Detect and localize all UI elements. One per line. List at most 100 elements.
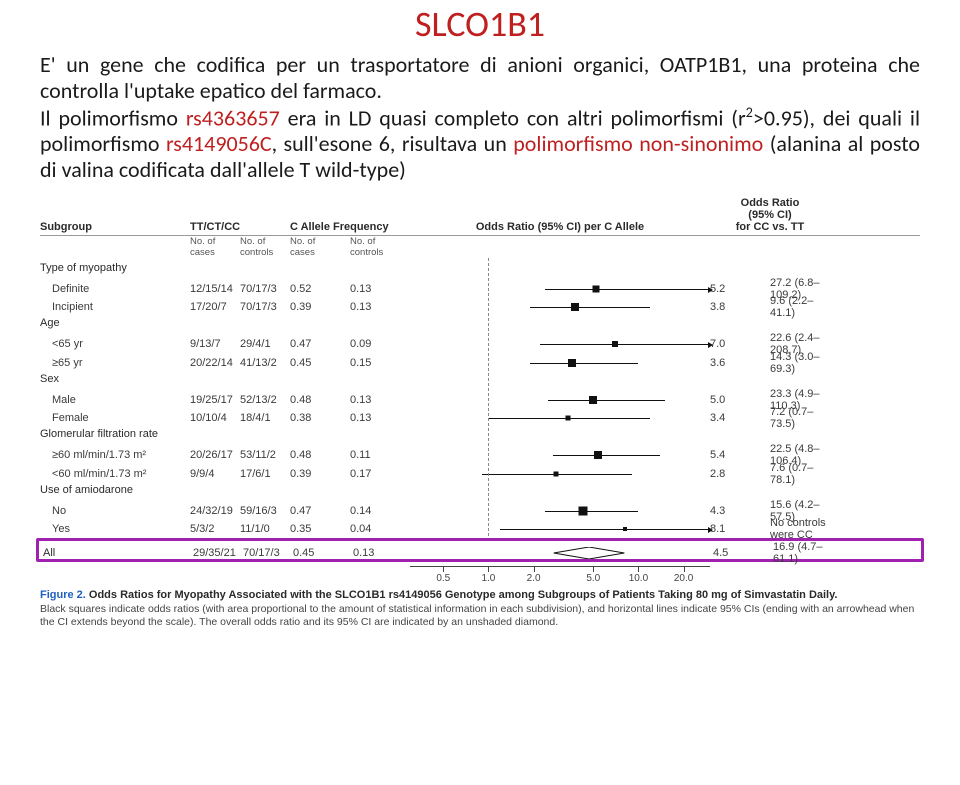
table-row: Female10/10/418/4/10.380.133.47.2 (0.7–7… [40,406,920,425]
cell: 0.17 [350,468,410,480]
forest-plot-cell [410,502,710,521]
sub-cases-1: No. of cases [190,236,240,258]
cell: <65 yr [40,338,190,350]
cell: 0.48 [290,394,350,406]
table-row: Definite12/15/1470/17/30.520.135.227.2 (… [40,277,920,296]
or-value: 5.0 [710,394,770,406]
figure-caption: Figure 2. Odds Ratios for Myopathy Assoc… [40,589,920,629]
sub-cases-2: No. of cases [290,236,350,258]
cell: 0.14 [350,505,410,517]
cell: 0.52 [290,283,350,295]
group-header-row: Type of myopathy [40,258,920,277]
or-value: 8.1 [710,523,770,535]
hdr-ttctcc: TT/CT/CC [190,221,290,233]
or-value: 7.0 [710,338,770,350]
cell: 70/17/3 [243,547,293,559]
p2f: , sull'esone 6, risultava un [272,130,514,157]
ref-line [488,258,489,536]
group-label: Sex [40,373,190,385]
xaxis-row: 0.51.02.05.010.020.0 [40,564,920,583]
hdr-cfreq: C Allele Frequency [290,221,410,233]
cell: 20/26/17 [190,449,240,461]
hdr-or-per-c: Odds Ratio (95% CI) per C Allele [410,221,710,233]
or-value: 4.3 [710,505,770,517]
sub-controls-1: No. of controls [240,236,290,258]
xaxis-box: 0.51.02.05.010.020.0 [410,564,710,591]
cell: 20/22/14 [190,357,240,369]
cell: All [43,547,193,559]
forest-plot-cell [410,520,710,539]
cell: Definite [40,283,190,295]
paragraph-1: E' un gene che codifica per un trasporta… [40,52,920,104]
page-title: SLCO1B1 [40,2,920,46]
group-label: Glomerular filtration rate [40,428,190,440]
cell: 0.47 [290,505,350,517]
forest-plot-cell [410,391,710,410]
cell: Incipient [40,301,190,313]
cell: 0.47 [290,338,350,350]
paragraph-2: Il polimorfismo rs4363657 era in LD quas… [40,104,920,183]
or-value: 4.5 [713,547,773,559]
or-value: 2.8 [710,468,770,480]
cell: 0.39 [290,468,350,480]
cell: ≥60 ml/min/1.73 m² [40,449,190,461]
cell: 41/13/2 [240,357,290,369]
table-row: <65 yr9/13/729/4/10.470.097.022.6 (2.4–2… [40,332,920,351]
hdr-or: Odds Ratio (95% CI) for CC vs. TT [710,197,830,233]
cell: ≥65 yr [40,357,190,369]
cell: 18/4/1 [240,412,290,424]
cell: 0.11 [350,449,410,461]
hdr-or-bot: for CC vs. TT [710,221,830,233]
or-value: 3.6 [710,357,770,369]
cell: 5/3/2 [190,523,240,535]
cell: 0.39 [290,301,350,313]
hdr-or-mid: (95% CI) [710,209,830,221]
cell: 0.13 [350,394,410,406]
cell: 0.13 [353,547,413,559]
cell: 0.38 [290,412,350,424]
p2c: era in LD quasi completo con altri polim… [280,104,746,131]
cell: 29/35/21 [193,547,243,559]
cell: 0.13 [350,412,410,424]
group-label: Use of amiodarone [40,484,190,496]
ci-value: 7.6 (0.7–78.1) [770,462,830,486]
polymorphism-2: rs4149056C [166,130,272,157]
forest-plot-cell [410,280,710,299]
figure-body: Type of myopathyDefinite12/15/1470/17/30… [40,258,920,536]
sup2: 2 [746,103,753,121]
figure-header: Subgroup TT/CT/CC C Allele Frequency Odd… [40,197,920,236]
cell: 0.48 [290,449,350,461]
cell: 9/13/7 [190,338,240,350]
table-row: Incipient17/20/770/17/30.390.133.89.6 (2… [40,295,920,314]
figure-subheader: No. of cases No. of controls No. of case… [40,236,920,258]
or-value: 5.4 [710,449,770,461]
ci-value: 16.9 (4.7–61.1) [773,541,833,565]
cell: No [40,505,190,517]
cell: 52/13/2 [240,394,290,406]
sub-controls-2: No. of controls [350,236,410,258]
table-row: ≥60 ml/min/1.73 m²20/26/1753/11/20.480.1… [40,443,920,462]
cell: 10/10/4 [190,412,240,424]
caption-label: Figure 2. [40,589,86,601]
p2a: Il polimorfismo [40,104,186,131]
cell: 17/20/7 [190,301,240,313]
cell: 29/4/1 [240,338,290,350]
cell: <60 ml/min/1.73 m² [40,468,190,480]
cell: 0.13 [350,283,410,295]
table-row: All29/35/2170/17/30.450.134.516.9 (4.7–6… [43,541,917,560]
cell: 12/15/14 [190,283,240,295]
cell: 53/11/2 [240,449,290,461]
cell: Yes [40,523,190,535]
cell: 19/25/17 [190,394,240,406]
ci-value: No controls were CC [770,517,830,541]
cell: 59/16/3 [240,505,290,517]
polymorphism-3: polimorfismo non-sinonimo [513,130,763,157]
ci-value: 7.2 (0.7–73.5) [770,406,830,430]
cell: Female [40,412,190,424]
cell: 70/17/3 [240,283,290,295]
cell: 0.13 [350,301,410,313]
cell: 70/17/3 [240,301,290,313]
cell: 0.45 [293,547,353,559]
cell: 0.04 [350,523,410,535]
cell: 0.45 [290,357,350,369]
